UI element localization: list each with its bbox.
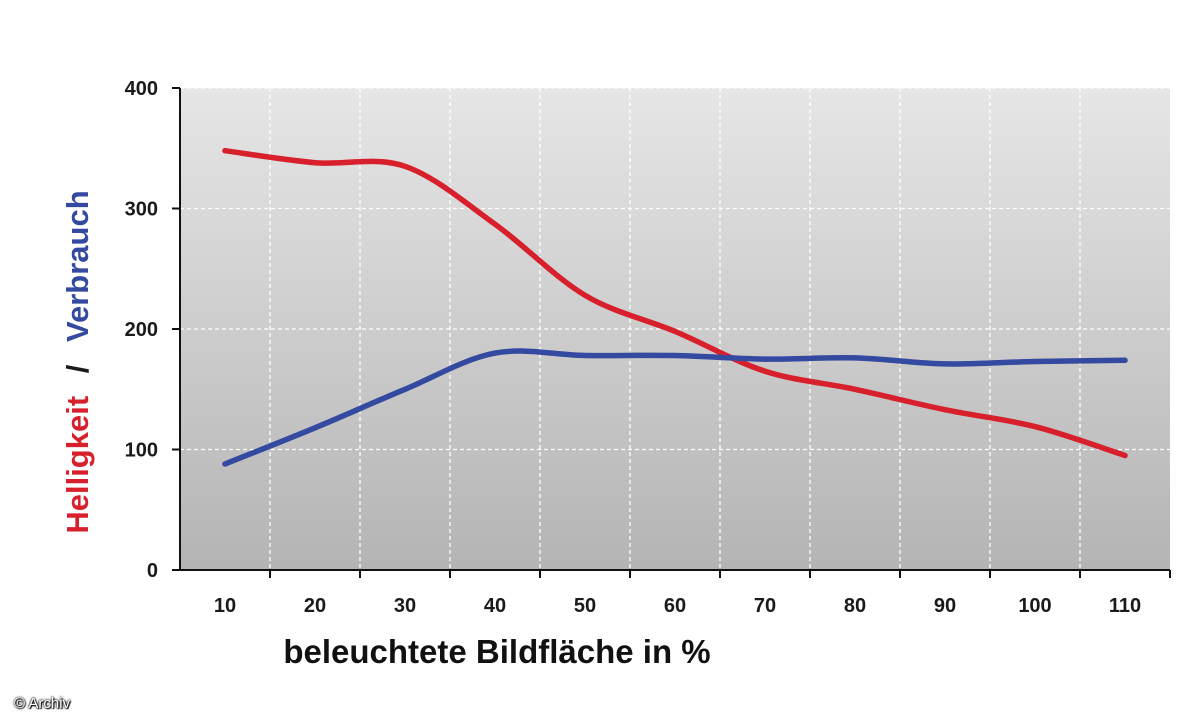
y-tick-label: 200 xyxy=(125,319,158,341)
tick-labels: 0 100 200 300 400 10 20 30 40 50 60 70 80 90 100 110 xyxy=(125,78,1142,617)
y-axis-title: Helligkeit / Verbrauch xyxy=(60,190,95,533)
x-tick-label: 100 xyxy=(1018,595,1051,617)
y-tick-label: 300 xyxy=(125,199,158,221)
y-title-helligkeit: Helligkeit xyxy=(60,396,95,534)
x-tick-label: 60 xyxy=(664,595,686,617)
data-point xyxy=(582,352,588,359)
data-point xyxy=(1032,424,1038,430)
data-point xyxy=(762,368,768,374)
y-title-separator: / xyxy=(60,364,95,373)
x-tick-label: 80 xyxy=(844,595,866,617)
data-point xyxy=(312,160,318,166)
y-tick-label: 100 xyxy=(125,440,158,462)
x-axis-title: beleuchtete Bildfläche in % xyxy=(283,633,710,670)
data-point xyxy=(222,461,228,467)
data-point xyxy=(1122,357,1128,363)
data-point xyxy=(852,355,858,361)
data-point xyxy=(852,386,858,392)
x-tick-label: 40 xyxy=(484,595,506,617)
y-tick-label: 0 xyxy=(147,560,158,582)
data-point xyxy=(492,350,498,356)
data-point xyxy=(582,292,588,298)
data-point xyxy=(942,407,948,413)
y-tick-label: 400 xyxy=(125,78,158,100)
data-point xyxy=(312,425,318,431)
data-point xyxy=(942,361,948,367)
grid-lines xyxy=(180,87,1170,570)
x-tick-label: 30 xyxy=(394,595,416,617)
data-point xyxy=(402,386,408,392)
x-tick-label: 70 xyxy=(754,595,776,617)
data-point xyxy=(402,163,408,169)
data-point xyxy=(762,356,768,362)
data-point xyxy=(222,148,228,154)
x-tick-label: 90 xyxy=(934,595,956,617)
data-point xyxy=(672,328,678,335)
copyright-label: © Archiv xyxy=(14,695,71,712)
data-point xyxy=(1032,358,1038,365)
series-lines xyxy=(222,147,1128,467)
y-title-verbrauch: Verbrauch xyxy=(60,190,95,342)
x-tick-label: 20 xyxy=(304,595,326,617)
data-point xyxy=(492,221,498,227)
data-point xyxy=(1122,452,1128,459)
data-point xyxy=(672,352,678,359)
x-tick-label: 110 xyxy=(1109,595,1141,617)
axes xyxy=(172,87,1171,578)
x-tick-label: 10 xyxy=(214,595,236,617)
x-tick-label: 50 xyxy=(574,595,596,617)
